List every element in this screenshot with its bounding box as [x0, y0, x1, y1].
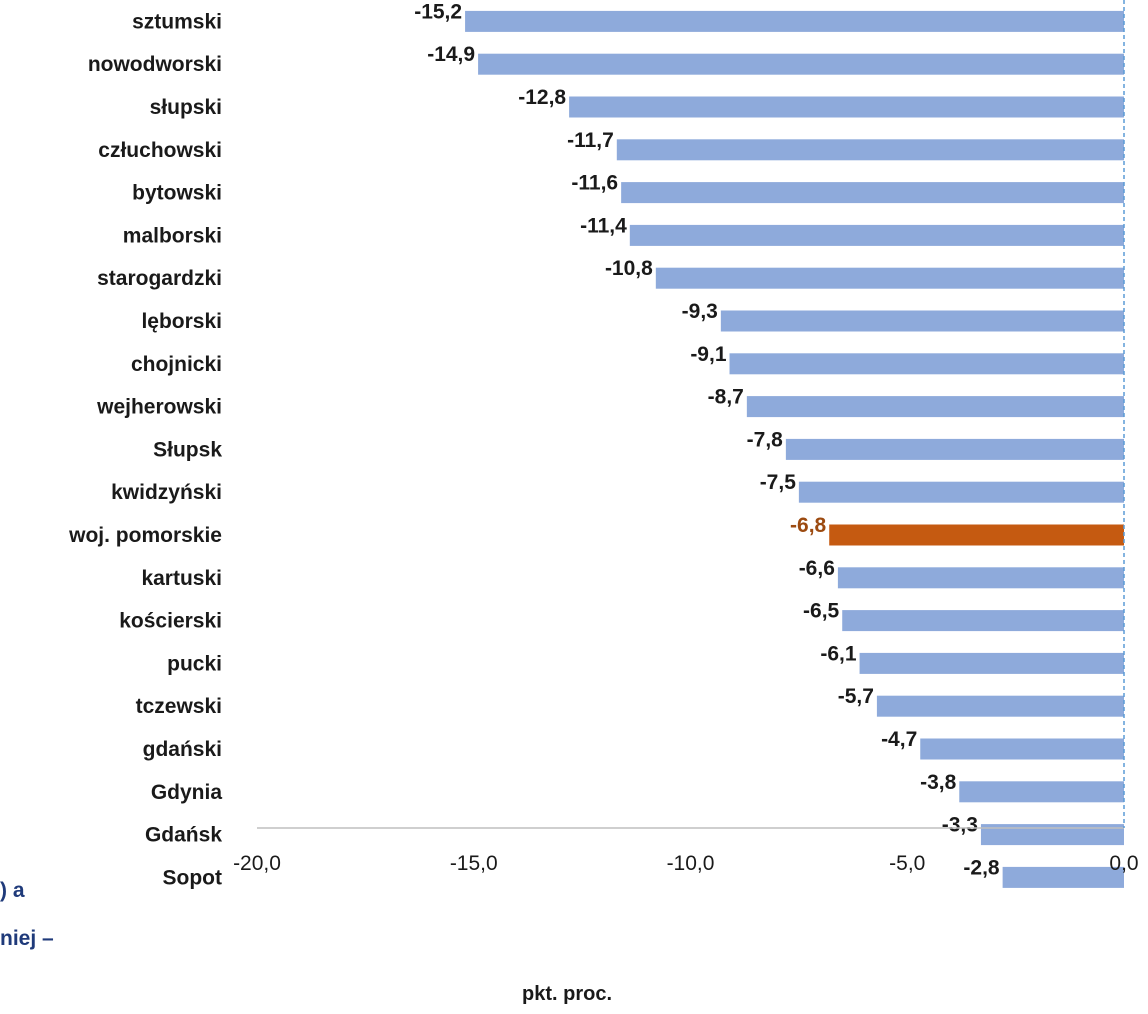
bar-słupsk — [785, 438, 1124, 460]
value-label-starogardzki: -10,8 — [605, 257, 653, 280]
value-labels: -15,2 -14,9 -12,8-11,7 -11,6 -11,4 -10,8 -9,3 -… — [414, 0, 1000, 879]
value-label-lęborski: -9,3 — [682, 300, 718, 323]
x-tick-label: -20,0 — [233, 852, 281, 875]
x-tick-label: -10,0 — [667, 852, 715, 875]
category-label-gdańsk: Gdańsk — [145, 824, 222, 847]
category-label-starogardzki: starogardzki — [97, 267, 222, 290]
value-label-tczewski: -5,7 — [838, 685, 874, 708]
value-label-gdynia: -3,8 — [920, 771, 957, 794]
bar-chojnicki — [729, 353, 1124, 375]
bar-malborski — [629, 224, 1124, 246]
bar-wejherowski — [746, 396, 1124, 418]
category-label-chojnicki: chojnicki — [131, 353, 222, 376]
bar-lęborski — [720, 310, 1124, 332]
value-label-słupsk: -7,8 — [747, 428, 784, 451]
bar-kwidzyński — [798, 481, 1124, 503]
x-tick-label: -15,0 — [450, 852, 498, 875]
bar-kartuski — [837, 567, 1124, 589]
category-label-woj-pomorskie: woj. pomorskie — [68, 524, 222, 547]
category-label-kartuski: kartuski — [141, 567, 222, 590]
category-label-słupski: słupski — [150, 96, 222, 119]
category-label-słupsk: Słupsk — [153, 438, 222, 461]
value-label-słupski: -12,8 — [518, 86, 566, 109]
x-axis: -20,0 -15,0 -10,0 -5,0 0,0 — [233, 0, 1139, 875]
cropped-text-line-2: niej – — [0, 927, 54, 950]
category-label-tczewski: tczewski — [136, 695, 222, 718]
x-tick-label: -5,0 — [889, 852, 925, 875]
bar-kościerski — [842, 610, 1124, 632]
category-label-sztumski: sztumski — [132, 10, 222, 33]
category-label-gdański: gdański — [143, 738, 222, 761]
value-label-kartuski: -6,6 — [799, 557, 835, 580]
bar-starogardzki — [655, 267, 1124, 289]
bar-tczewski — [876, 695, 1124, 717]
bar-gdański — [920, 738, 1124, 760]
category-labels: sztumski nowodworski słupski człuchowski byt… — [68, 10, 222, 889]
category-label-malborski: malborski — [123, 224, 222, 247]
value-label-kwidzyński: -7,5 — [760, 471, 797, 494]
value-label-sopot: -2,8 — [963, 856, 1000, 879]
bar-gdynia — [959, 781, 1124, 803]
category-label-wejherowski: wejherowski — [96, 396, 222, 419]
value-label-człuchowski: -11,7 — [567, 129, 614, 152]
category-label-nowodworski: nowodworski — [88, 53, 222, 76]
category-label-sopot: Sopot — [163, 866, 222, 889]
category-label-człuchowski: człuchowski — [98, 139, 222, 162]
value-label-pucki: -6,1 — [820, 642, 857, 665]
x-tick-label: 0,0 — [1109, 852, 1138, 875]
value-label-sztumski: -15,2 — [414, 0, 462, 23]
value-label-bytowski: -11,6 — [571, 172, 618, 195]
value-label-kościerski: -6,5 — [803, 600, 840, 623]
bar-nowodworski — [478, 53, 1125, 75]
bar-człuchowski — [616, 139, 1124, 161]
bars-group — [465, 10, 1125, 888]
cropped-text-line-1: ) a — [0, 879, 25, 902]
value-label-chojnicki: -9,1 — [690, 343, 727, 366]
bar-bytowski — [621, 182, 1124, 204]
bar-sopot — [1002, 866, 1124, 888]
value-label-woj-pomorskie: -6,8 — [790, 514, 827, 537]
value-label-wejherowski: -8,7 — [708, 386, 744, 409]
category-label-kościerski: kościerski — [119, 610, 222, 633]
value-label-gdański: -4,7 — [881, 728, 917, 751]
bar-gdańsk — [980, 824, 1124, 846]
category-label-bytowski: bytowski — [132, 182, 222, 205]
category-label-gdynia: Gdynia — [151, 781, 223, 804]
x-axis-title: pkt. proc. — [522, 983, 612, 1005]
category-label-kwidzyński: kwidzyński — [111, 481, 222, 504]
category-label-pucki: pucki — [167, 652, 222, 675]
bar-słupski — [569, 96, 1124, 118]
category-label-lęborski: lęborski — [141, 310, 222, 333]
value-label-nowodworski: -14,9 — [427, 43, 475, 66]
bar-woj-pomorskie — [829, 524, 1124, 546]
value-label-malborski: -11,4 — [580, 214, 627, 237]
bar-pucki — [859, 652, 1124, 674]
bar-sztumski — [465, 10, 1125, 32]
value-label-gdańsk: -3,3 — [942, 814, 978, 837]
